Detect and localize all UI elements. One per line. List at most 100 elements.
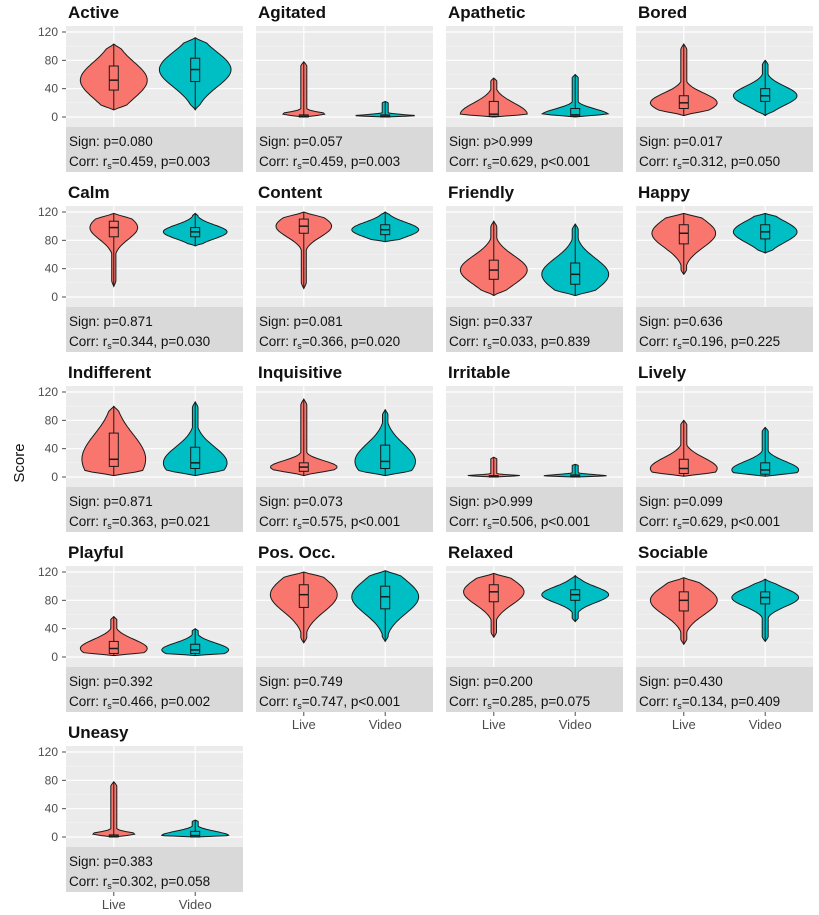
- y-tick-label: 80: [45, 773, 59, 787]
- correlation-text: Corr: rs=0.459, p=0.003: [259, 154, 400, 171]
- sign-test-text: Sign: p=0.017: [639, 134, 723, 149]
- panel-background: [66, 206, 243, 307]
- correlation-text: Corr: rs=0.629, p<0.001: [449, 154, 590, 171]
- correlation-text: Corr: rs=0.134, p=0.409: [639, 694, 780, 711]
- y-tick-label: 0: [51, 290, 58, 304]
- panel-title: Apathetic: [448, 3, 525, 22]
- stats-strip: [446, 667, 623, 712]
- box: [190, 643, 201, 654]
- correlation-text: Corr: rs=0.285, p=0.075: [449, 694, 590, 711]
- panel-background: [256, 26, 433, 127]
- x-tick-label: Live: [102, 897, 126, 912]
- x-tick-label: Video: [369, 717, 402, 732]
- y-tick-label: 120: [38, 25, 58, 39]
- y-tick-label: 0: [51, 830, 58, 844]
- sign-test-text: Sign: p=0.871: [69, 314, 153, 329]
- panel: Agitated Sign: p=0.057 Corr: rs=0.459, p=0…: [256, 3, 433, 172]
- stats-strip: [636, 127, 813, 172]
- panel: Lively Sign: p=0.099 Corr: rs=0.629, p<0.0…: [636, 363, 813, 532]
- panel: Bored Sign: p=0.017 Corr: rs=0.312, p=0.05…: [636, 3, 813, 172]
- sign-test-text: Sign: p=0.080: [69, 134, 153, 149]
- x-tick-label: Video: [559, 717, 592, 732]
- box: [678, 224, 689, 245]
- correlation-text: Corr: rs=0.506, p<0.001: [449, 514, 590, 531]
- sign-test-text: Sign: p=0.430: [639, 674, 723, 689]
- y-tick-label: 0: [51, 110, 58, 124]
- stats-strip: [66, 127, 243, 172]
- box: [190, 446, 201, 469]
- panel-title: Friendly: [448, 183, 515, 202]
- sign-test-text: Sign: p>0.999: [449, 494, 533, 509]
- box: [108, 220, 119, 238]
- sign-test-text: Sign: p=0.749: [259, 674, 343, 689]
- panel-background: [636, 26, 813, 127]
- stats-strip: [446, 487, 623, 532]
- panel: Friendly Sign: p=0.337 Corr: rs=0.033, p=0…: [446, 183, 623, 352]
- panels-group: Active 0 40 80 120 Sign: p=0.080 Corr: rs=0.45…: [38, 3, 813, 912]
- stats-strip: [256, 487, 433, 532]
- x-tick-label: Video: [749, 717, 782, 732]
- box: [570, 108, 581, 117]
- panel: Playful 0 40 80 120 Sign: p=0.392 Corr: rs=0.4…: [38, 543, 243, 712]
- y-tick-label: 0: [51, 650, 58, 664]
- panel-background: [446, 386, 623, 487]
- panel: Irritable Sign: p>0.999 Corr: rs=0.506, p<…: [446, 363, 623, 532]
- stats-strip: [636, 307, 813, 352]
- stats-strip: [256, 307, 433, 352]
- panel: Apathetic Sign: p>0.999 Corr: rs=0.629, p<…: [446, 3, 623, 172]
- panel: Content Sign: p=0.081 Corr: rs=0.366, p=0.…: [256, 183, 433, 352]
- panel-title: Pos. Occ.: [258, 543, 335, 562]
- sign-test-text: Sign: p=0.200: [449, 674, 533, 689]
- box: [760, 462, 771, 475]
- box: [190, 830, 201, 838]
- x-tick-label: Live: [482, 717, 506, 732]
- panel-title: Uneasy: [68, 723, 129, 742]
- sign-test-text: Sign: p>0.999: [449, 134, 533, 149]
- y-tick-label: 120: [38, 745, 58, 759]
- correlation-text: Corr: rs=0.363, p=0.021: [69, 514, 210, 531]
- correlation-text: Corr: rs=0.466, p=0.002: [69, 694, 210, 711]
- y-tick-label: 120: [38, 385, 58, 399]
- sign-test-text: Sign: p=0.383: [69, 854, 153, 869]
- panel: Sociable Sign: p=0.430 Corr: rs=0.134, p=0…: [636, 543, 813, 732]
- correlation-text: Corr: rs=0.033, p=0.839: [449, 334, 590, 351]
- x-tick-label: Video: [179, 897, 212, 912]
- panel-title: Calm: [68, 183, 110, 202]
- stats-strip: [256, 127, 433, 172]
- panel: Relaxed Sign: p=0.200 Corr: rs=0.285, p=0.…: [446, 543, 623, 732]
- sign-test-text: Sign: p=0.081: [259, 314, 343, 329]
- stats-strip: [66, 487, 243, 532]
- stats-strip: [446, 127, 623, 172]
- sign-test-text: Sign: p=0.337: [449, 314, 533, 329]
- panel-title: Inquisitive: [258, 363, 342, 382]
- correlation-text: Corr: rs=0.747, p<0.001: [259, 694, 400, 711]
- box: [488, 100, 499, 117]
- y-axis-title: Score: [11, 443, 28, 482]
- y-tick-label: 120: [38, 205, 58, 219]
- correlation-text: Corr: rs=0.302, p=0.058: [69, 874, 210, 891]
- panel: Pos. Occ. Sign: p=0.749 Corr: rs=0.747, p<…: [256, 543, 433, 732]
- sign-test-text: Sign: p=0.099: [639, 494, 723, 509]
- y-tick-label: 80: [45, 413, 59, 427]
- panel-title: Sociable: [638, 543, 708, 562]
- y-tick-label: 40: [45, 442, 59, 456]
- correlation-text: Corr: rs=0.629, p<0.001: [639, 514, 780, 531]
- y-tick-label: 120: [38, 565, 58, 579]
- panel-title: Agitated: [258, 3, 326, 22]
- sign-test-text: Sign: p=0.073: [259, 494, 343, 509]
- panel-title: Active: [68, 3, 119, 22]
- x-tick-label: Live: [292, 717, 316, 732]
- stats-strip: [446, 307, 623, 352]
- panel: Indifferent 0 40 80 120 Sign: p=0.871 Corr: rs…: [38, 363, 243, 532]
- y-tick-label: 40: [45, 622, 59, 636]
- y-tick-label: 40: [45, 82, 59, 96]
- stats-strip: [256, 667, 433, 712]
- correlation-text: Corr: rs=0.196, p=0.225: [639, 334, 780, 351]
- panel: Calm 0 40 80 120 Sign: p=0.871 Corr: rs=0.344,…: [38, 183, 243, 352]
- panel: Inquisitive Sign: p=0.073 Corr: rs=0.575, …: [256, 363, 433, 532]
- panel-title: Bored: [638, 3, 687, 22]
- box: [380, 444, 391, 469]
- panel-background: [636, 566, 813, 667]
- panel-title: Irritable: [448, 363, 510, 382]
